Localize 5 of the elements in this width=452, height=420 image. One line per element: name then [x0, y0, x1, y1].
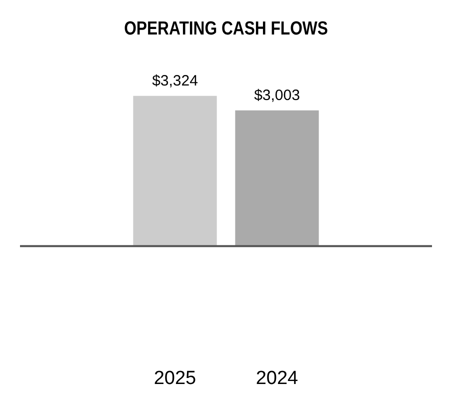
x-tick-label: 2025 [154, 368, 196, 389]
data-label: $3,003 [254, 87, 300, 104]
x-tick-label: 2024 [256, 368, 299, 389]
data-label: $3,324 [152, 72, 198, 90]
chart-title: OPERATING CASH FLOWS [124, 17, 328, 39]
